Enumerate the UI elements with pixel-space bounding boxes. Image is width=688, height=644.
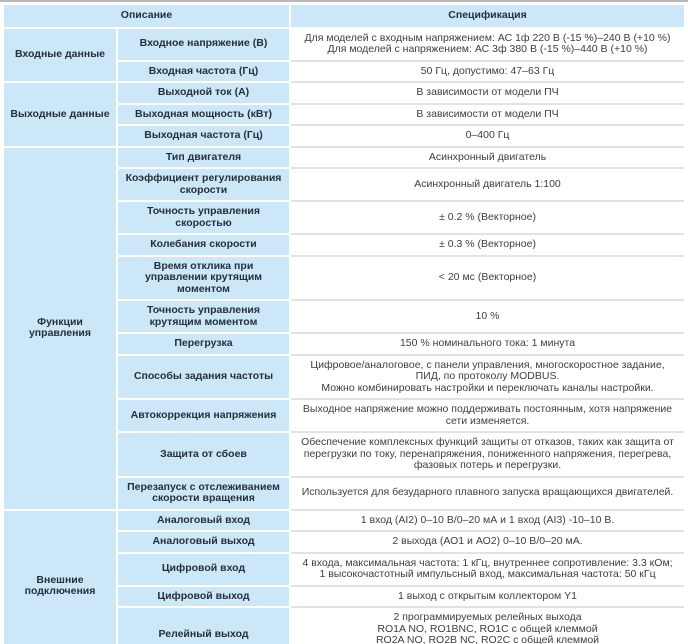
value-cell: 4 входа, максимальная частота: 1 кГц, вн… [291,553,685,587]
value-cell: 0–400 Гц [291,126,685,148]
group-cell-input-data: Входные данные [4,28,118,83]
value-cell: Асинхронный двигатель 1:100 [291,169,685,202]
param-label-cell: Релейный выход [118,608,292,644]
param-label-cell: Аналоговый вход [118,510,292,532]
value-cell: 1 выход с открытым коллектором Y1 [291,586,685,608]
param-label-cell: Точность управления крутящим моментом [118,301,292,334]
value-cell: В зависимости от модели ПЧ [291,104,685,126]
table-row: Точность управления скоростью ± 0.2 % (В… [4,202,685,235]
param-label-cell: Способы задания частоты [118,355,292,400]
value-cell: Для моделей с входным напряжением: АС 1ф… [291,28,685,62]
table-row: Релейный выход 2 программируемых релейны… [4,608,685,644]
param-label-cell: Автокоррекция напряжения [118,400,292,433]
param-label-cell: Аналоговый выход [118,532,292,554]
header-specification: Спецификация [291,5,685,29]
table-row: Функции управления Тип двигателя Асинхро… [4,147,685,511]
param-label-cell: Входная частота (Гц) [118,61,292,83]
header-description: Описание [4,5,292,29]
value-cell: ± 0.2 % (Векторное) [291,202,685,235]
specification-table: Описание Спецификация Входные данные Вхо… [4,5,685,644]
value-cell: 2 выхода (АО1 и АО2) 0–10 В/0–20 мА. [291,532,685,554]
value-cell: Выходное напряжение можно поддерживать п… [291,400,685,433]
value-cell: 1 вход (AI2) 0–10 В/0–20 мА и 1 вход (AI… [291,510,685,532]
param-label-cell: Входное напряжение (В) [118,28,292,62]
group-cell-external-connections: Внешние подключения [4,510,118,644]
value-cell: 50 Гц, допустимо: 47–63 Гц [291,61,685,83]
table-row: Внешние подключения Аналоговый вход 1 вх… [4,510,685,644]
value-cell: Цифровое/аналоговое, с панели управления… [291,355,685,400]
table-row: Коэффициент регулирования скорости Асинх… [4,169,685,202]
param-label-cell: Цифровой выход [118,586,292,608]
table-row: Способы задания частоты Цифровое/аналого… [4,355,685,400]
param-label-cell: Защита от сбоев [118,433,292,478]
param-label-cell: Перегрузка [118,334,292,356]
table-row: Входная частота (Гц) 50 Гц, допустимо: 4… [4,61,685,83]
table-row: Цифровой вход 4 входа, максимальная част… [4,553,685,587]
value-cell: Обеспечение комплексных функций защиты о… [291,433,685,478]
value-cell: 10 % [291,301,685,334]
table-row: Аналоговый выход 2 выхода (АО1 и АО2) 0–… [4,532,685,554]
value-cell: < 20 мс (Векторное) [291,256,685,301]
table-row: Колебания скорости ± 0.3 % (Векторное) [4,235,685,257]
param-label-cell: Колебания скорости [118,235,292,257]
param-label-cell: Выходная мощность (кВт) [118,104,292,126]
table-row: Перезапуск с отслеживанием скорости вращ… [4,477,685,511]
value-cell: В зависимости от модели ПЧ [291,83,685,105]
value-cell: 150 % номинального тока: 1 минута [291,334,685,356]
value-cell: 2 программируемых релейных выхода RO1A N… [291,608,685,644]
table-row: Точность управления крутящим моментом 10… [4,301,685,334]
param-label-cell: Точность управления скоростью [118,202,292,235]
header-row: Описание Спецификация [4,5,685,29]
param-label-cell: Тип двигателя [118,147,292,169]
param-label-cell: Коэффициент регулирования скорости [118,169,292,202]
table-row: Перегрузка 150 % номинального тока: 1 ми… [4,334,685,356]
param-label-cell: Выходная частота (Гц) [118,126,292,148]
table-row: Входные данные Входное напряжение (В) Дл… [4,28,685,83]
param-label-cell: Цифровой вход [118,553,292,587]
table-row: Защита от сбоев Обеспечение комплексных … [4,433,685,478]
value-cell: Используется для безударного плавного за… [291,477,685,511]
group-cell-control-functions: Функции управления [4,147,118,511]
table-row: Выходные данные Выходной ток (А) В завис… [4,83,685,148]
value-cell: ± 0.3 % (Векторное) [291,235,685,257]
table-row: Выходная частота (Гц) 0–400 Гц [4,126,685,148]
page-top-border [0,0,688,2]
table-row: Цифровой выход 1 выход с открытым коллек… [4,586,685,608]
param-label-cell: Перезапуск с отслеживанием скорости вращ… [118,477,292,511]
table-row: Время отклика при управлении крутящим мо… [4,256,685,301]
param-label-cell: Выходной ток (А) [118,83,292,105]
value-cell: Асинхронный двигатель [291,147,685,169]
param-label-cell: Время отклика при управлении крутящим мо… [118,256,292,301]
table-row: Выходная мощность (кВт) В зависимости от… [4,104,685,126]
table-row: Автокоррекция напряжения Выходное напряж… [4,400,685,433]
group-cell-output-data: Выходные данные [4,83,118,148]
